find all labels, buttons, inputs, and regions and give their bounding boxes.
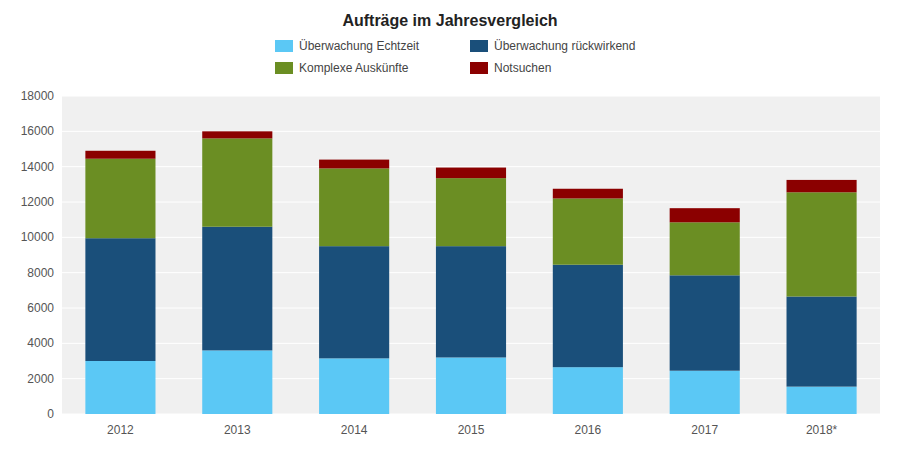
x-tick-label: 2013	[224, 423, 251, 437]
bar-segment	[670, 275, 740, 370]
bar-segment	[202, 131, 272, 138]
bar-segment	[787, 387, 857, 414]
x-tick-label: 2017	[691, 423, 718, 437]
legend-label: Überwachung rückwirkend	[494, 39, 635, 53]
bars	[85, 131, 856, 414]
bar-segment	[787, 180, 857, 192]
grid-line	[62, 131, 880, 132]
bar-segment	[436, 246, 506, 357]
grid	[62, 96, 880, 414]
grid-line	[62, 166, 880, 167]
bar-segment	[553, 189, 623, 199]
bar-segment	[787, 297, 857, 387]
legend-swatch	[275, 40, 293, 52]
bar-segment	[85, 361, 155, 414]
bar-segment	[553, 265, 623, 367]
plot-area	[62, 96, 880, 414]
legend-swatch	[470, 62, 488, 74]
y-tick-label: 8000	[27, 266, 54, 280]
chart: 0 2000 4000 6000 8000 10000 12000 14000 16000 180…	[0, 0, 900, 450]
legend-label: Notsuchen	[494, 61, 551, 75]
y-tick-label: 0	[47, 407, 54, 421]
x-tick-label: 2012	[107, 423, 134, 437]
bar-segment	[319, 168, 389, 246]
bar-segment	[670, 208, 740, 222]
legend-swatch	[470, 40, 488, 52]
legend-swatch	[275, 62, 293, 74]
bar-segment	[319, 246, 389, 358]
y-tick-label: 14000	[21, 160, 55, 174]
y-tick-label: 2000	[27, 372, 54, 386]
title: Aufträge im Jahresvergleich	[342, 12, 557, 29]
bar-segment	[85, 159, 155, 239]
x-tick-label: 2015	[458, 423, 485, 437]
x-tick-label: 2014	[341, 423, 368, 437]
legend-label: Überwachung Echtzeit	[299, 39, 420, 53]
y-tick-label: 16000	[21, 124, 55, 138]
bar-segment	[787, 192, 857, 296]
bar-segment	[436, 178, 506, 246]
x-tick-label: 2018*	[806, 423, 838, 437]
bar-segment	[202, 350, 272, 414]
bar-segment	[553, 367, 623, 414]
bar-segment	[670, 371, 740, 414]
y-tick-label: 18000	[21, 89, 55, 103]
bar-segment	[202, 227, 272, 351]
legend-label: Komplexe Auskünfte	[299, 61, 409, 75]
bar-segment	[85, 151, 155, 159]
bar-segment	[436, 357, 506, 414]
bar-segment	[202, 138, 272, 226]
x-tick-label: 2016	[575, 423, 602, 437]
bar-segment	[553, 198, 623, 264]
y-tick-label: 12000	[21, 195, 55, 209]
y-tick-label: 6000	[27, 301, 54, 315]
bar-segment	[319, 160, 389, 169]
bar-segment	[85, 238, 155, 361]
bar-segment	[670, 222, 740, 275]
y-tick-label: 4000	[27, 336, 54, 350]
bar-segment	[319, 358, 389, 414]
grid-line	[62, 96, 880, 97]
y-tick-label: 10000	[21, 230, 55, 244]
bar-segment	[436, 168, 506, 179]
legend: Überwachung Echtzeit Überwachung rückwirk…	[275, 39, 635, 75]
